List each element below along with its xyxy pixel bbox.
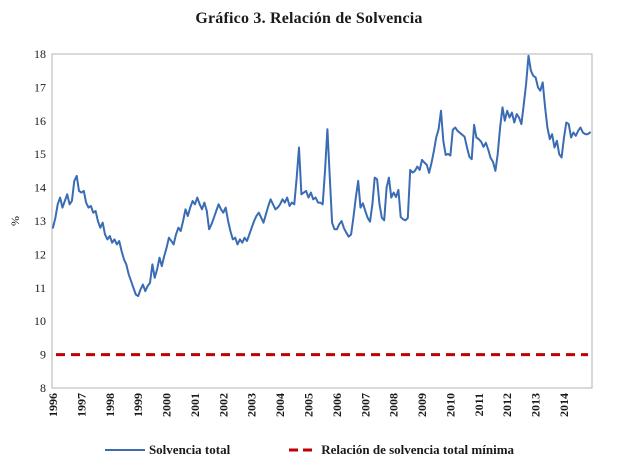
y-axis-title: %	[8, 216, 22, 226]
chart-title: Gráfico 3. Relación de Solvencia	[195, 10, 423, 27]
chart-plot-area: 8 9 10 11 12 13 14 15 16 17 18% 1996 1997 1998 1999 200…	[8, 47, 593, 417]
x-axis-tick-label: 2014	[557, 393, 571, 417]
x-axis-tick-label: 2006	[330, 393, 344, 417]
x-axis-tick-label: 2005	[301, 393, 315, 417]
x-axis-tick-label: 2010	[443, 393, 457, 417]
x-axis-tick-label: 2013	[529, 393, 543, 417]
legend-label-relacion-minima: Relación de solvencia total mínima	[321, 442, 515, 457]
x-axis-tick-label: 2001	[188, 393, 202, 417]
y-axis-tick-label: 16	[34, 114, 46, 128]
x-axis-tick-label: 2004	[273, 393, 287, 417]
y-axis-tick-label: 13	[34, 214, 46, 228]
legend-solid-line-icon	[104, 449, 145, 451]
y-axis-tick-label: 9	[40, 348, 46, 362]
x-axis-tick-label: 1996	[46, 393, 60, 417]
x-axis-tick-label: 2009	[415, 393, 429, 417]
x-axis-tick-label: 1999	[131, 393, 145, 417]
x-axis-tick-label: 2012	[500, 393, 514, 417]
x-axis-tick-label: 2002	[216, 393, 230, 417]
y-axis-tick-label: 10	[34, 314, 46, 328]
y-axis-tick-label: 17	[34, 80, 46, 94]
series-line-solvencia-total	[52, 54, 591, 298]
y-axis-tick-label: 14	[34, 181, 46, 195]
legend-dashed-line-icon	[289, 448, 318, 452]
chart-legend: Solvencia total Relación de solvencia to…	[0, 442, 618, 458]
legend-label-solvencia-total: Solvencia total	[148, 442, 231, 457]
x-axis-tick-label: 2000	[160, 393, 174, 417]
legend-item-relacion-minima: Relación de solvencia total mínima	[288, 442, 514, 458]
x-axis-tick-label: 1998	[103, 393, 117, 417]
y-axis-tick-label: 11	[34, 281, 46, 295]
y-axis-tick-label: 8	[40, 381, 46, 395]
legend-item-solvencia-total: Solvencia total	[104, 442, 230, 458]
y-axis-tick-label: 18	[34, 47, 46, 61]
x-axis-tick-label: 2003	[245, 393, 259, 417]
plot-frame	[51, 53, 593, 389]
y-axis-tick-label: 15	[34, 147, 46, 161]
y-axis-tick-label: 12	[34, 247, 46, 261]
x-axis-tick-label: 1997	[74, 393, 88, 417]
x-axis-tick-label: 2008	[387, 393, 401, 417]
x-axis-tick-label: 2007	[358, 393, 372, 417]
x-axis-tick-label: 2011	[472, 393, 486, 416]
